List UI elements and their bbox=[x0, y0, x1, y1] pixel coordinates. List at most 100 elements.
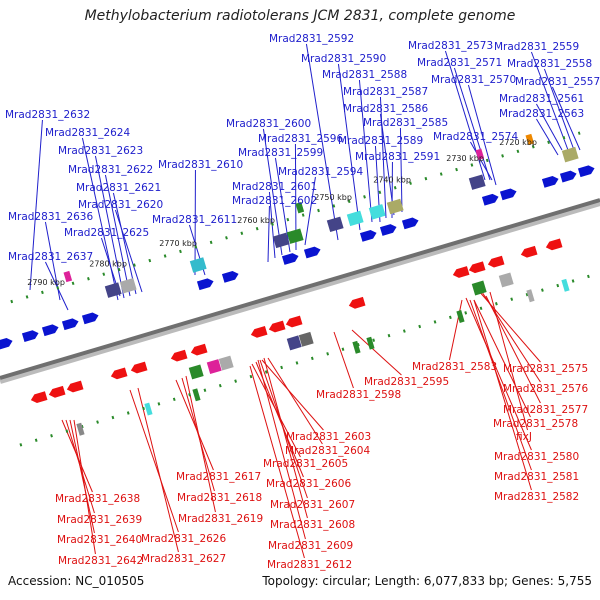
reverse-gene-label: Mrad2831_2578 bbox=[493, 418, 578, 430]
reverse-feature-mark bbox=[76, 422, 85, 436]
forward-leader-line bbox=[551, 86, 581, 151]
forward-gene-label: Mrad2831_2637 bbox=[8, 251, 93, 263]
forward-gene-block bbox=[272, 232, 290, 249]
forward-gene-label: Mrad2831_2632 bbox=[5, 109, 90, 121]
accession-text: Accession: NC_010505 bbox=[8, 574, 145, 588]
forward-gene-block bbox=[386, 198, 404, 215]
reverse-leader-line bbox=[73, 419, 96, 555]
reverse-leader-line bbox=[263, 357, 308, 519]
forward-gene-label: Mrad2831_2571 bbox=[417, 57, 502, 69]
forward-gene-label: Mrad2831_2623 bbox=[58, 145, 143, 157]
map-title: Methylobacterium radiotolerans JCM 2831,… bbox=[84, 8, 516, 24]
forward-leader-line bbox=[470, 141, 493, 181]
reverse-gene-label: Mrad2831_2582 bbox=[494, 491, 579, 503]
reverse-gene-block bbox=[286, 335, 302, 351]
kbp-tick-label: 2770 kbp bbox=[159, 239, 197, 248]
forward-gene-arrow bbox=[41, 324, 59, 337]
forward-leader-line bbox=[536, 118, 559, 156]
forward-gene-arrow bbox=[401, 217, 419, 230]
forward-gene-arrow bbox=[0, 338, 13, 350]
reverse-gene-label: Mrad2831_2595 bbox=[364, 376, 449, 388]
reverse-leader-line bbox=[489, 291, 529, 431]
reverse-gene-label: Mrad2831_2612 bbox=[267, 559, 352, 571]
forward-gene-label: Mrad2831_2557 bbox=[515, 76, 600, 88]
forward-gene-label: Mrad2831_2574 bbox=[433, 131, 518, 143]
reverse-gene-arrow bbox=[48, 385, 66, 398]
reverse-gene-label: Mrad2831_2581 bbox=[494, 471, 579, 483]
reverse-leader-line bbox=[351, 329, 402, 376]
reverse-gene-label: Mrad2831_2598 bbox=[316, 389, 401, 401]
reverse-leader-line bbox=[137, 387, 179, 553]
forward-gene-block bbox=[286, 228, 304, 244]
forward-gene-label: Mrad2831_2570 bbox=[431, 74, 516, 86]
forward-leader-line bbox=[530, 51, 569, 151]
forward-gene-label: Mrad2831_2602 bbox=[232, 195, 317, 207]
reverse-leader-line bbox=[469, 299, 532, 471]
forward-gene-block bbox=[119, 277, 137, 294]
forward-gene-block bbox=[326, 216, 344, 233]
reverse-gene-label: Mrad2831_2608 bbox=[270, 519, 355, 531]
reverse-leader-line bbox=[261, 359, 324, 431]
forward-gene-label: Mrad2831_2587 bbox=[343, 86, 428, 98]
forward-leader-line bbox=[358, 79, 373, 223]
reverse-gene-label: Mrad2831_2627 bbox=[141, 553, 226, 565]
reverse-gene-block bbox=[206, 359, 222, 375]
kbp-tick-label: 2760 kbp bbox=[237, 216, 275, 225]
reverse-gene-label: fixJ bbox=[516, 431, 532, 443]
forward-leader-line bbox=[262, 128, 283, 256]
backbone-shadow bbox=[0, 200, 600, 384]
forward-gene-label: Mrad2831_2561 bbox=[499, 93, 584, 105]
reverse-gene-label: Mrad2831_2619 bbox=[178, 513, 263, 525]
forward-gene-block bbox=[346, 210, 364, 227]
forward-leader-line bbox=[305, 43, 339, 241]
forward-leader-line bbox=[94, 155, 125, 299]
forward-gene-block bbox=[368, 204, 386, 220]
reverse-leader-line bbox=[267, 357, 323, 445]
forward-gene-arrow bbox=[559, 170, 577, 183]
reverse-feature-mark bbox=[526, 289, 535, 303]
reverse-leader-line bbox=[175, 379, 214, 471]
forward-leader-line bbox=[453, 67, 491, 181]
reverse-gene-arrow bbox=[250, 326, 268, 338]
forward-leader-line bbox=[81, 137, 119, 301]
reverse-gene-arrow bbox=[268, 320, 286, 333]
forward-feature-mark bbox=[295, 202, 305, 214]
reverse-feature-mark bbox=[144, 402, 153, 416]
reverse-gene-arrow bbox=[452, 266, 470, 278]
forward-gene-label: Mrad2831_2611 bbox=[152, 214, 237, 226]
forward-gene-label: Mrad2831_2621 bbox=[76, 182, 161, 194]
forward-gene-arrow bbox=[81, 312, 99, 325]
forward-feature-mark bbox=[475, 148, 485, 160]
reverse-gene-label: Mrad2831_2638 bbox=[55, 493, 140, 505]
gene-labels: 2720 kbp 2730 kbp 2740 kbp 2750 kbp 2760 kbp… bbox=[5, 33, 600, 571]
forward-gene-label: Mrad2831_2599 bbox=[238, 147, 323, 159]
reverse-gene-block bbox=[218, 355, 234, 371]
forward-gene-arrow bbox=[481, 193, 499, 206]
forward-leader-line bbox=[267, 205, 270, 263]
kbp-tick-label: 2720 kbp bbox=[499, 138, 537, 147]
reverse-gene-arrow bbox=[468, 261, 486, 274]
reverse-gene-label: Mrad2831_2626 bbox=[141, 533, 226, 545]
reverse-gene-label: Mrad2831_2617 bbox=[176, 471, 261, 483]
reverse-leader-line bbox=[473, 299, 532, 491]
genome-track bbox=[0, 131, 600, 447]
reverse-gene-label: Mrad2831_2575 bbox=[503, 363, 588, 375]
forward-gene-label: Mrad2831_2586 bbox=[343, 103, 428, 115]
forward-gene-label: Mrad2831_2625 bbox=[64, 227, 149, 239]
forward-gene-label: Mrad2831_2558 bbox=[507, 58, 592, 70]
forward-gene-arrow bbox=[499, 188, 517, 201]
forward-gene-arrow bbox=[303, 246, 321, 259]
forward-gene-arrow bbox=[21, 330, 39, 343]
forward-feature-mark bbox=[525, 133, 535, 146]
forward-gene-label: Mrad2831_2596 bbox=[258, 133, 343, 145]
reverse-gene-arrow bbox=[487, 255, 505, 268]
reverse-gene-label: Mrad2831_2618 bbox=[177, 492, 262, 504]
forward-gene-label: Mrad2831_2588 bbox=[322, 69, 407, 81]
forward-gene-block bbox=[468, 174, 486, 190]
reverse-gene-label: Mrad2831_2603 bbox=[286, 431, 371, 443]
forward-gene-label: Mrad2831_2585 bbox=[363, 117, 448, 129]
reverse-gene-arrow bbox=[545, 238, 563, 251]
forward-gene-arrow bbox=[196, 278, 214, 291]
reverse-gene-block bbox=[471, 280, 487, 296]
reverse-gene-arrow bbox=[110, 367, 128, 380]
